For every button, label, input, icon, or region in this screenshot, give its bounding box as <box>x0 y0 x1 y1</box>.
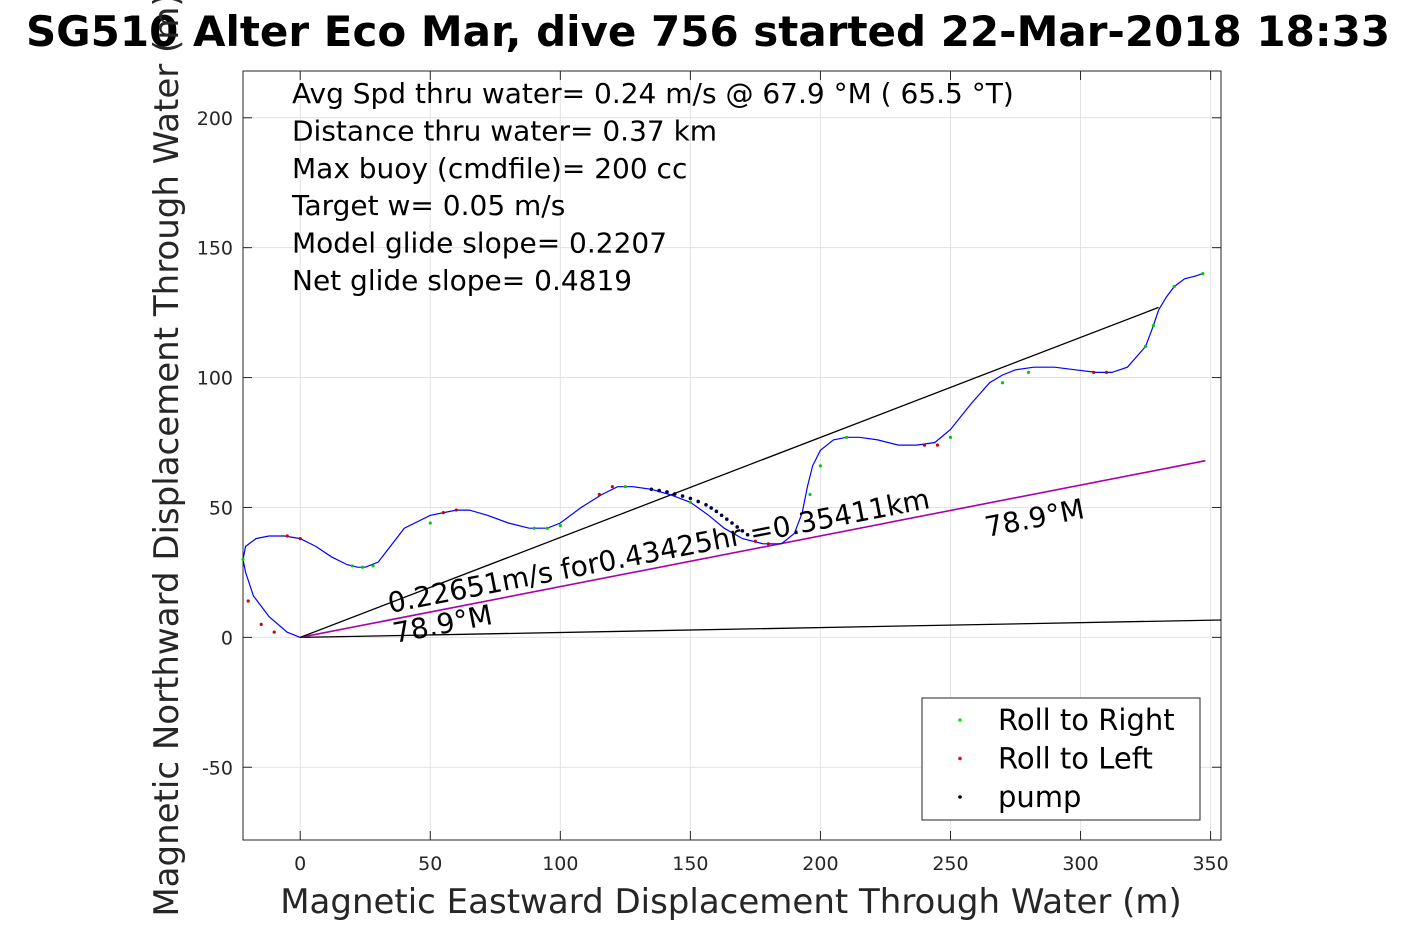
x-tick-label: 200 <box>802 853 838 875</box>
y-tick-label: 200 <box>197 108 233 130</box>
roll-right-point <box>241 557 245 562</box>
pump-point <box>740 529 745 533</box>
dive-stat-line: Net glide slope= 0.4819 <box>292 264 632 297</box>
axes-box <box>242 70 1222 841</box>
pump-point <box>696 499 700 504</box>
roll-left-point <box>298 537 302 541</box>
roll-right-point <box>688 500 692 504</box>
roll-right-point <box>1000 381 1005 385</box>
roll-left-point <box>610 485 614 489</box>
roll-right-point <box>844 435 849 439</box>
pump-point <box>704 503 708 507</box>
dive-stat-line: Distance thru water= 0.37 km <box>292 114 717 147</box>
dive-stat-line: Model glide slope= 0.2207 <box>292 227 667 260</box>
legend: Roll to Right Roll to Left pump <box>921 697 1201 821</box>
dive-stat-line: Max buoy (cmdfile)= 200 cc <box>292 152 687 185</box>
plot-area <box>241 272 1222 639</box>
legend-marker <box>958 795 962 799</box>
roll-right-point <box>428 521 432 525</box>
roll-left-point <box>259 622 263 626</box>
x-tick-label: 250 <box>932 853 968 875</box>
legend-marker <box>958 756 962 761</box>
pump-point <box>665 490 669 494</box>
roll-left-point <box>935 443 940 447</box>
track-line <box>242 273 1203 638</box>
roll-left-point <box>753 539 758 543</box>
y-tick-label: 150 <box>197 238 233 260</box>
roll-right-point <box>948 435 953 439</box>
pump-point <box>688 496 693 501</box>
roll-right-point <box>623 485 627 489</box>
roll-left-point <box>285 534 289 538</box>
y-tick-label: 50 <box>209 497 233 519</box>
y-tick-label: 100 <box>197 368 233 390</box>
x-axis-label: Magnetic Eastward Displacement Through W… <box>280 882 1182 922</box>
roll-left-point <box>597 492 601 497</box>
pump-point <box>680 494 685 498</box>
roll-left-point <box>441 511 445 515</box>
roll-left-point <box>272 630 276 634</box>
pump-point <box>724 517 729 521</box>
grid-lines <box>243 71 1221 840</box>
roll-right-point <box>532 526 536 530</box>
pump-point <box>649 487 654 492</box>
dive-statistics: Avg Spd thru water= 0.24 m/s @ 67.9 °M (… <box>291 77 1014 297</box>
pump-point <box>714 509 719 514</box>
y-axis-label: Magnetic Northward Displacement Through … <box>147 0 187 917</box>
pump-point <box>709 506 713 510</box>
x-tick-label: 300 <box>1062 853 1098 875</box>
roll-right-point <box>818 464 823 468</box>
roll-right-point <box>371 564 375 568</box>
roll-left-point <box>1091 370 1096 374</box>
roll-left-point <box>454 508 458 512</box>
axis-ticks: 0 50 100 150 200 250 300 350 -50 0 50 100 150 200 <box>197 71 1229 875</box>
x-tick-label: 100 <box>542 853 578 875</box>
pump-point <box>657 488 661 493</box>
dive-stat-line: Target w= 0.05 m/s <box>291 189 565 222</box>
legend-box <box>921 697 1201 821</box>
x-tick-label: 0 <box>294 853 306 875</box>
legend-label: Roll to Left <box>998 742 1153 776</box>
x-tick-label: 150 <box>672 853 708 875</box>
roll-right-point <box>1151 324 1155 328</box>
current-line <box>300 619 1222 639</box>
pump-point <box>735 525 740 529</box>
roll-right-point <box>558 524 562 528</box>
pump-point <box>730 521 734 525</box>
roll-left-point <box>1104 370 1109 374</box>
roll-left-point <box>246 599 250 603</box>
roll-right-point <box>1172 285 1176 289</box>
chart-title: SG510 Alter Eco Mar, dive 756 started 22… <box>26 7 1390 56</box>
net-glide-line <box>299 306 1159 639</box>
x-tick-label: 50 <box>418 853 442 875</box>
roll-right-point <box>350 564 354 568</box>
roll-right-point <box>1201 272 1205 276</box>
roll-left-point <box>766 542 771 546</box>
pump-point <box>719 513 724 518</box>
roll-right-point <box>545 526 549 530</box>
legend-label: Roll to Right <box>998 703 1175 737</box>
dive-stat-line: Avg Spd thru water= 0.24 m/s @ 67.9 °M (… <box>292 77 1014 110</box>
roll-right-point <box>1143 344 1148 348</box>
roll-left-point <box>922 443 927 447</box>
roll-right-point <box>808 492 812 497</box>
x-tick-label: 350 <box>1192 853 1228 875</box>
y-tick-label: -50 <box>202 757 233 779</box>
y-tick-label: 0 <box>221 627 233 649</box>
heading-line <box>300 459 1206 639</box>
roll-right-point <box>361 565 365 569</box>
pump-point <box>745 532 750 537</box>
legend-marker <box>958 718 962 722</box>
pump-point <box>672 492 677 496</box>
roll-right-point <box>1026 370 1031 374</box>
legend-label: pump <box>998 780 1081 814</box>
